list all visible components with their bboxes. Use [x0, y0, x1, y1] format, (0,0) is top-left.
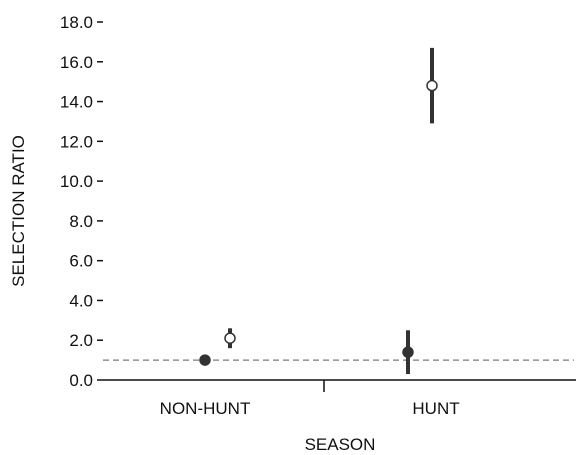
- y-tick-label: 8.0: [69, 212, 93, 231]
- y-tick-label: 0.0: [69, 371, 93, 390]
- filled-point: [402, 346, 414, 358]
- y-tick-label: 6.0: [69, 252, 93, 271]
- y-tick-label: 2.0: [69, 331, 93, 350]
- x-axis-labels: NON-HUNT HUNT: [160, 399, 460, 418]
- filled-point: [199, 354, 211, 366]
- x-category-label: HUNT: [412, 399, 459, 418]
- data-marks: [199, 47, 438, 375]
- y-tick-label: 10.0: [60, 172, 93, 191]
- y-tick-label: 16.0: [60, 53, 93, 72]
- y-axis-ticks: 0.0 2.0 4.0 6.0 8.0 10.0 12.0 14.0 16.0 18.0: [60, 13, 103, 390]
- y-axis-title: SELECTION RATIO: [9, 135, 28, 287]
- x-category-label: NON-HUNT: [160, 399, 251, 418]
- y-tick-label: 4.0: [69, 291, 93, 310]
- y-tick-label: 12.0: [60, 132, 93, 151]
- x-axis-title: SEASON: [305, 435, 376, 454]
- open-point: [426, 79, 438, 92]
- y-tick-label: 14.0: [60, 93, 93, 112]
- open-point: [224, 332, 236, 344]
- y-tick-label: 18.0: [60, 13, 93, 32]
